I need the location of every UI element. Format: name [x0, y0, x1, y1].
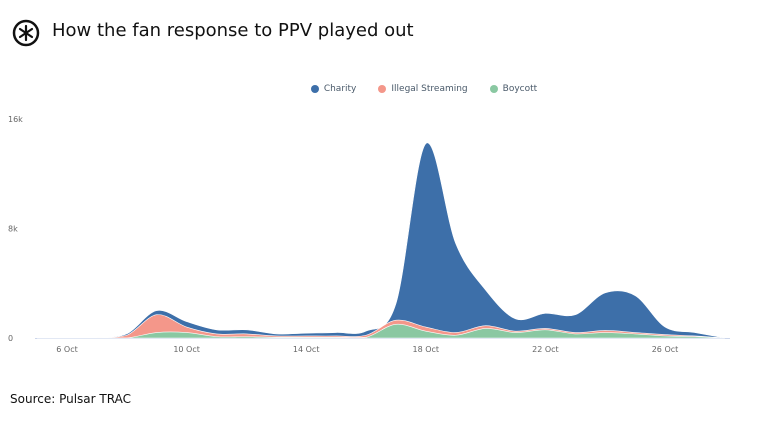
x-tick-label: 26 Oct [652, 345, 679, 354]
x-tick-label: 10 Oct [173, 345, 200, 354]
legend-dot [489, 85, 498, 93]
legend-item-charity[interactable]: Charity [310, 84, 357, 94]
x-tick-label: 22 Oct [532, 345, 559, 354]
page-title: How the fan response to PPV played out [52, 20, 414, 41]
y-tick-label: 8k [8, 225, 18, 234]
legend-dot [378, 85, 387, 93]
y-tick-label: 16k [8, 115, 23, 124]
legend-item-boycott[interactable]: Boycott [489, 84, 538, 94]
chart-legend: Charity Illegal Streaming Boycott [0, 84, 768, 94]
area-boycott [37, 323, 725, 339]
x-tick-label: 6 Oct [56, 345, 77, 354]
legend-label: Boycott [502, 84, 538, 94]
legend-label: Charity [323, 84, 357, 94]
x-tick-label: 18 Oct [413, 345, 440, 354]
legend-item-illegal-streaming[interactable]: Illegal Streaming [378, 84, 468, 94]
source-note: Source: Pulsar TRAC [10, 392, 131, 406]
pulsar-logo-icon [12, 19, 40, 47]
x-tick-label: 14 Oct [293, 345, 320, 354]
legend-label: Illegal Streaming [391, 84, 468, 94]
legend-dot [310, 85, 319, 93]
y-tick-label: 0 [8, 334, 13, 343]
area-charity [37, 142, 725, 339]
